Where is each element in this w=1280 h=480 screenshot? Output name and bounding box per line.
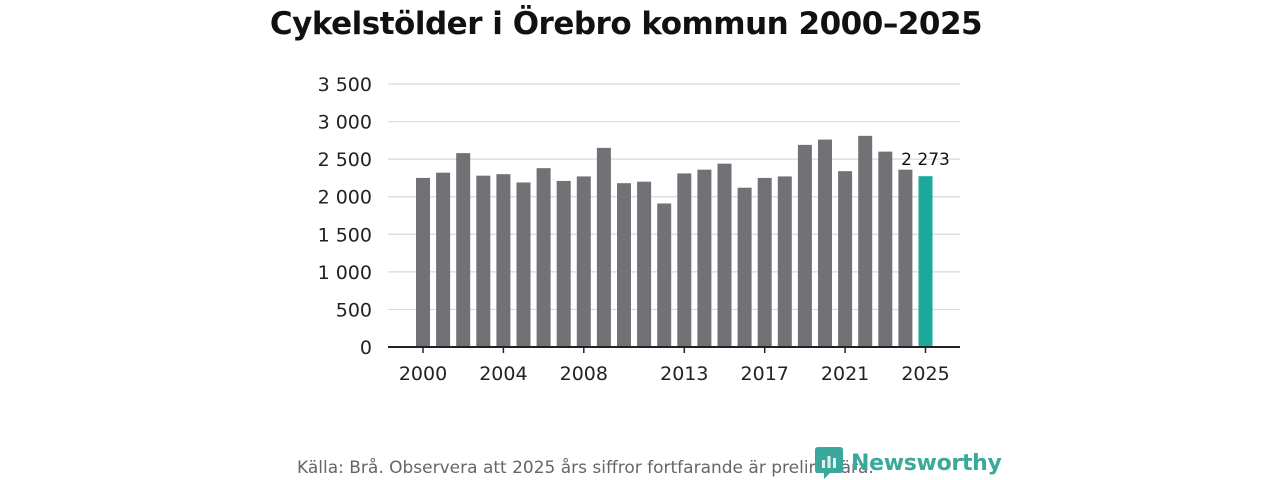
bar: [737, 187, 752, 347]
source-note: Källa: Brå. Observera att 2025 års siffr…: [297, 458, 874, 478]
y-tick-label: 3 000: [318, 112, 372, 134]
bar: [436, 172, 451, 347]
y-tick-label: 0: [360, 337, 372, 359]
x-tick-label: 2025: [901, 363, 949, 385]
bar: [797, 144, 812, 347]
bar: [757, 177, 772, 347]
gridlines: [388, 83, 960, 311]
data-label: 2 273: [901, 150, 950, 170]
bar: [416, 177, 430, 347]
bar: [496, 174, 511, 347]
bar: [556, 180, 571, 347]
y-tick-label: 3 500: [318, 74, 372, 96]
bar: [818, 139, 832, 347]
labels: 0 500 1 000 1 500 2 000 2 500 3 000 3 500 2 273 2…: [318, 74, 950, 385]
bar: [878, 151, 893, 347]
bar: [657, 203, 672, 347]
bar: [516, 182, 531, 347]
y-tick-label: 1 000: [318, 262, 372, 284]
bar: [697, 169, 712, 347]
brand-name: Newsworthy: [851, 450, 1002, 476]
bar: [476, 175, 491, 347]
y-tick-label: 2 000: [318, 187, 372, 209]
bar: [898, 169, 913, 347]
bar: [617, 183, 631, 347]
x-tick-label: 2008: [560, 363, 608, 385]
bar: [456, 153, 471, 347]
x-tick-label: 2000: [399, 363, 447, 385]
bar: [717, 163, 732, 347]
x-tick-label: 2004: [479, 363, 527, 385]
x-tick-label: 2021: [821, 363, 869, 385]
newsworthy-logo: Newsworthy: [815, 447, 1002, 479]
bar: [838, 171, 853, 347]
bar: [576, 176, 591, 347]
y-tick-label: 1 500: [318, 224, 372, 246]
bar: [677, 173, 692, 347]
bar: [596, 147, 611, 347]
axes: [388, 346, 960, 353]
bar: [536, 168, 551, 347]
bar-highlighted: [918, 176, 933, 347]
newsworthy-logo-icon: [815, 447, 843, 479]
bars: [416, 135, 933, 347]
x-tick-label: 2013: [660, 363, 708, 385]
y-tick-label: 2 500: [318, 149, 372, 171]
bar: [637, 181, 652, 347]
y-tick-label: 500: [336, 299, 372, 321]
chart-title: Cykelstölder i Örebro kommun 2000–2025: [269, 6, 983, 42]
x-tick-label: 2017: [741, 363, 789, 385]
bar: [858, 135, 873, 347]
bar: [777, 176, 792, 347]
